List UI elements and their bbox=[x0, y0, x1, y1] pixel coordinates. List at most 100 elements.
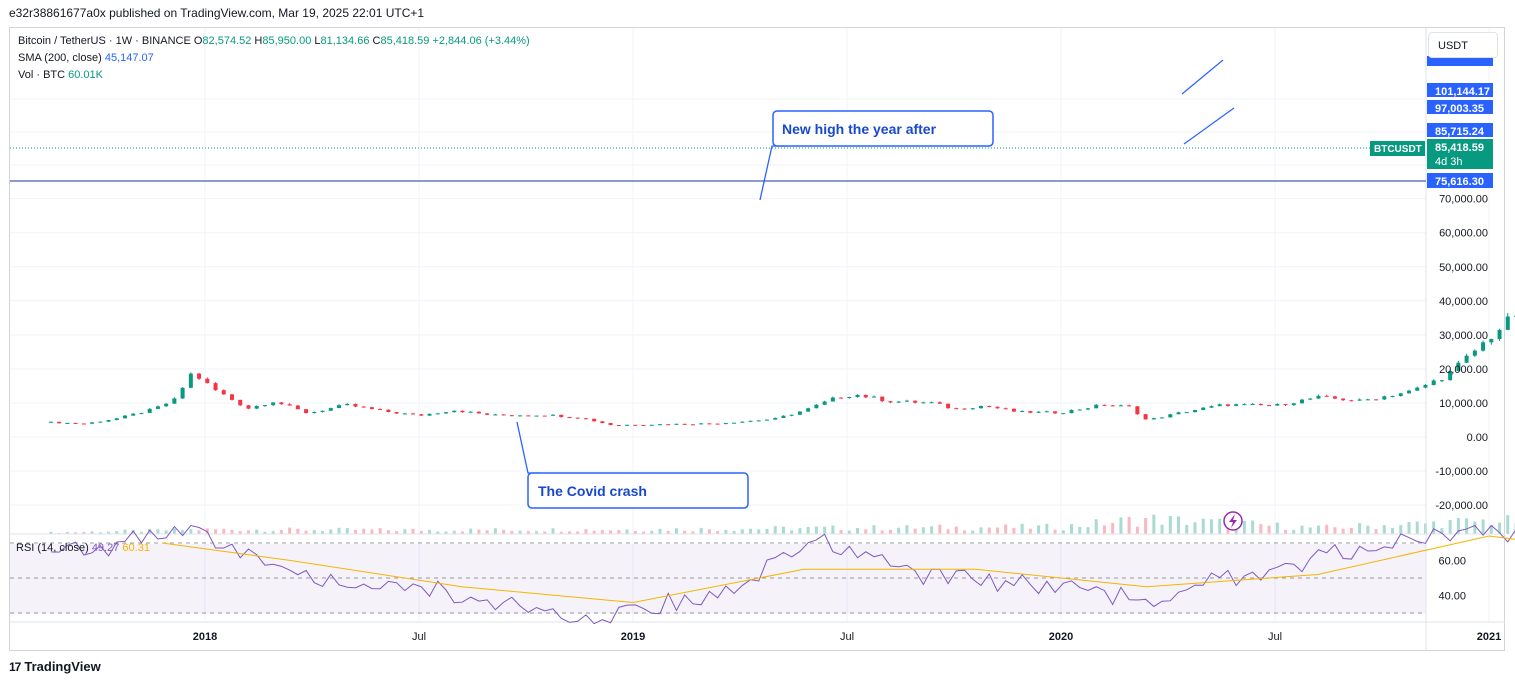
volume-bar bbox=[1498, 522, 1502, 534]
volume-bar bbox=[716, 530, 720, 534]
annotation-covid-crash[interactable]: The Covid crash bbox=[516, 421, 749, 509]
volume-bar bbox=[576, 531, 580, 534]
candle bbox=[1332, 395, 1337, 400]
candle bbox=[180, 387, 185, 400]
volume-bar bbox=[856, 528, 860, 534]
volume-bar bbox=[518, 530, 522, 534]
volume-bar bbox=[979, 527, 983, 534]
candle bbox=[707, 423, 712, 425]
brand-name: TradingView bbox=[24, 659, 101, 674]
rsi-line bbox=[50, 524, 1515, 625]
tradingview-logo[interactable]: 17 TradingView bbox=[9, 659, 101, 674]
price-tag-101144 bbox=[1427, 83, 1493, 97]
candle bbox=[1448, 369, 1453, 381]
volume-bar bbox=[1193, 522, 1197, 534]
volume-bar bbox=[847, 530, 851, 534]
candle bbox=[839, 397, 844, 399]
volume-bar bbox=[1070, 524, 1074, 534]
rsi-tick-label: 60.00 bbox=[1438, 556, 1466, 568]
volume-bar bbox=[82, 531, 86, 534]
volume-bar bbox=[279, 530, 283, 534]
volume-bar bbox=[444, 531, 448, 534]
rsi-legend[interactable]: RSI (14, close) 49.27 60.31 bbox=[16, 542, 150, 554]
annotation-new-high[interactable]: New high the year after bbox=[759, 110, 994, 201]
candle bbox=[649, 424, 654, 426]
candle bbox=[987, 405, 992, 408]
rsi-ma-line bbox=[162, 535, 1515, 604]
candle bbox=[304, 408, 309, 414]
candle bbox=[937, 401, 942, 404]
price-tag-85715 bbox=[1427, 123, 1493, 137]
volume-bar bbox=[1160, 524, 1164, 534]
price-tick-label: 0.00 bbox=[1467, 432, 1488, 444]
sma-legend[interactable]: SMA (200, close) 45,147.07 bbox=[18, 52, 154, 64]
candle bbox=[550, 414, 555, 416]
candle bbox=[1127, 404, 1132, 407]
candle bbox=[1513, 315, 1515, 317]
volume-bar bbox=[98, 532, 102, 534]
volume-bar bbox=[1506, 515, 1510, 534]
rsi-line bbox=[50, 524, 1515, 625]
volume-bar bbox=[1440, 528, 1444, 534]
volume-bar bbox=[567, 531, 571, 534]
volume-bar bbox=[1316, 525, 1320, 534]
volume-bar bbox=[230, 529, 234, 534]
high-value: 85,950.00 bbox=[262, 35, 312, 47]
candle bbox=[353, 403, 358, 408]
candle bbox=[732, 422, 737, 424]
candle bbox=[1225, 404, 1230, 407]
candle bbox=[155, 405, 160, 410]
volume-bar bbox=[617, 530, 621, 534]
candle bbox=[1316, 394, 1321, 399]
trend-channel bbox=[1181, 59, 1235, 145]
volume-legend[interactable]: Vol · BTC 60.01K bbox=[18, 69, 104, 81]
candle bbox=[542, 415, 547, 417]
volume-bar bbox=[123, 529, 127, 534]
candle bbox=[1217, 403, 1222, 407]
volume-bar bbox=[1127, 516, 1131, 534]
volume-bar bbox=[321, 531, 325, 534]
candle bbox=[238, 399, 243, 407]
volume-bar bbox=[1391, 527, 1395, 534]
volume-bar bbox=[658, 528, 662, 534]
candle bbox=[1481, 340, 1486, 352]
candle bbox=[1456, 360, 1461, 372]
candle bbox=[855, 394, 860, 398]
symbol-name[interactable]: Bitcoin / TetherUS · 1W · BINANCE bbox=[18, 35, 191, 47]
candle bbox=[789, 414, 794, 417]
volume-bar bbox=[156, 529, 160, 534]
volume-bar bbox=[502, 529, 506, 534]
volume-bar bbox=[1300, 525, 1304, 534]
candle bbox=[756, 420, 761, 422]
candle bbox=[1390, 395, 1395, 398]
candle bbox=[1242, 403, 1247, 406]
volume-bar bbox=[1111, 522, 1115, 534]
volume-bar bbox=[584, 529, 588, 534]
volume-bar bbox=[1012, 527, 1016, 534]
candle bbox=[863, 394, 868, 399]
volume-bar bbox=[1465, 518, 1469, 534]
candle bbox=[1497, 328, 1502, 341]
price-tick-label: 20,000.00 bbox=[1439, 364, 1488, 376]
replay-icon[interactable] bbox=[1223, 511, 1243, 531]
candle bbox=[1489, 338, 1494, 345]
currency-button[interactable]: USDT bbox=[1428, 32, 1498, 58]
candle bbox=[229, 393, 234, 401]
candle bbox=[1365, 398, 1370, 401]
candle bbox=[378, 408, 383, 411]
volume-bar bbox=[880, 530, 884, 534]
candle bbox=[913, 400, 918, 404]
candle bbox=[122, 414, 127, 419]
candle bbox=[690, 424, 695, 426]
candle bbox=[65, 422, 70, 424]
volume-bar bbox=[1284, 530, 1288, 534]
volume-bar bbox=[485, 530, 489, 534]
volume-bar bbox=[650, 530, 654, 534]
price-tick-label: 60,000.00 bbox=[1439, 228, 1488, 240]
volume-bar bbox=[345, 528, 349, 534]
volume-bar bbox=[691, 531, 695, 534]
volume-bar bbox=[1473, 521, 1477, 534]
volume-bar bbox=[164, 530, 168, 534]
volume-bar bbox=[1201, 518, 1205, 534]
